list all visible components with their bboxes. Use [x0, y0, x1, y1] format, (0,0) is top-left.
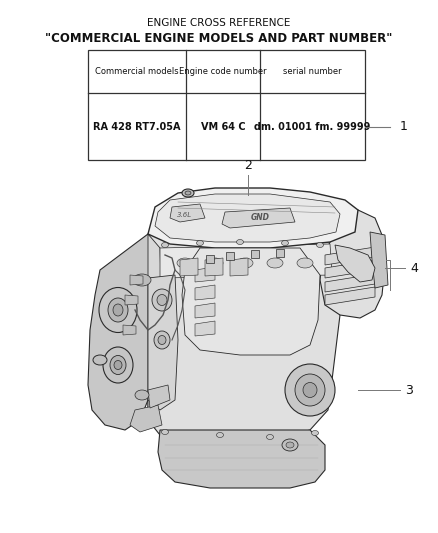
Text: 1: 1 [400, 120, 408, 133]
Text: RA 428 RT7.05A: RA 428 RT7.05A [93, 122, 181, 132]
Ellipse shape [185, 191, 191, 195]
Ellipse shape [113, 304, 123, 316]
Polygon shape [158, 430, 325, 488]
Ellipse shape [99, 287, 137, 333]
Text: 4: 4 [410, 262, 418, 274]
Ellipse shape [133, 274, 151, 286]
Ellipse shape [162, 430, 169, 434]
Ellipse shape [303, 383, 317, 398]
Polygon shape [222, 208, 295, 228]
Ellipse shape [216, 432, 223, 438]
Ellipse shape [135, 390, 149, 400]
Polygon shape [148, 234, 340, 440]
Text: "COMMERCIAL ENGINE MODELS AND PART NUMBER": "COMMERCIAL ENGINE MODELS AND PART NUMBE… [45, 32, 393, 45]
Text: GND: GND [251, 214, 269, 222]
Polygon shape [148, 275, 178, 410]
Polygon shape [88, 234, 160, 430]
Text: 3.6L: 3.6L [177, 212, 193, 218]
Ellipse shape [93, 355, 107, 365]
Ellipse shape [108, 298, 128, 322]
Ellipse shape [297, 258, 313, 268]
Ellipse shape [286, 442, 294, 448]
Polygon shape [335, 245, 375, 282]
Polygon shape [130, 405, 162, 432]
Polygon shape [148, 188, 358, 248]
Ellipse shape [317, 243, 324, 247]
Polygon shape [148, 385, 170, 408]
Polygon shape [195, 303, 215, 318]
Ellipse shape [295, 374, 325, 406]
Ellipse shape [267, 258, 283, 268]
Polygon shape [325, 274, 375, 292]
Polygon shape [155, 194, 340, 242]
Text: Engine code number: Engine code number [179, 67, 267, 76]
Polygon shape [206, 255, 214, 263]
Polygon shape [195, 285, 215, 300]
Polygon shape [205, 258, 223, 276]
Polygon shape [123, 325, 136, 335]
Text: Commercial models: Commercial models [95, 67, 179, 76]
Polygon shape [195, 321, 215, 336]
Polygon shape [370, 232, 388, 288]
Ellipse shape [282, 439, 298, 451]
Polygon shape [195, 267, 215, 282]
Text: ENGINE CROSS REFERENCE: ENGINE CROSS REFERENCE [147, 18, 291, 28]
Text: serial number: serial number [283, 67, 342, 76]
Polygon shape [276, 249, 284, 257]
Ellipse shape [114, 360, 122, 369]
Ellipse shape [110, 356, 126, 375]
Polygon shape [251, 250, 259, 258]
Polygon shape [226, 252, 234, 260]
Text: 2: 2 [244, 159, 252, 172]
Ellipse shape [152, 289, 172, 311]
Ellipse shape [237, 239, 244, 245]
Ellipse shape [285, 364, 335, 416]
Ellipse shape [154, 331, 170, 349]
Polygon shape [125, 295, 138, 305]
Bar [88, 50, 365, 160]
Ellipse shape [103, 347, 133, 383]
Ellipse shape [177, 258, 193, 268]
Polygon shape [325, 260, 375, 278]
Polygon shape [130, 275, 143, 285]
Text: dm. 01001 fm. 99999: dm. 01001 fm. 99999 [254, 122, 371, 132]
Ellipse shape [197, 240, 204, 246]
Text: VM 64 C: VM 64 C [201, 122, 245, 132]
Polygon shape [160, 244, 332, 278]
Polygon shape [170, 204, 205, 222]
Ellipse shape [237, 258, 253, 268]
Polygon shape [180, 258, 198, 276]
Polygon shape [148, 234, 162, 420]
Ellipse shape [158, 335, 166, 344]
Polygon shape [320, 210, 385, 318]
Ellipse shape [162, 243, 169, 247]
Polygon shape [325, 247, 375, 265]
Ellipse shape [311, 431, 318, 435]
Polygon shape [182, 248, 320, 355]
Ellipse shape [182, 189, 194, 197]
Ellipse shape [157, 295, 167, 305]
Ellipse shape [266, 434, 273, 440]
Ellipse shape [282, 240, 289, 246]
Ellipse shape [207, 258, 223, 268]
Text: 3: 3 [405, 384, 413, 397]
Polygon shape [230, 258, 248, 276]
Polygon shape [325, 287, 375, 305]
